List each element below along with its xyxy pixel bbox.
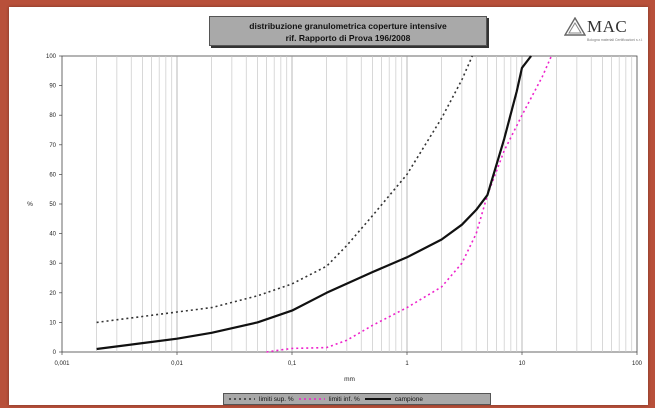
legend-label-limiti-sup: limiti sup. %: [259, 395, 294, 403]
x-tick-label: 0,01: [171, 361, 183, 367]
x-tick-label: 0,1: [288, 361, 297, 367]
logo-subtitle: Bologna materiali Certificazioni s.r.l.: [587, 38, 643, 42]
y-axis-title: %: [27, 201, 33, 208]
legend-item-limiti-inf: limiti inf. %: [298, 396, 360, 403]
legend-label-limiti-inf: limiti inf. %: [328, 395, 360, 403]
x-tick-label: 0,001: [54, 361, 70, 367]
plot-area: [61, 55, 638, 353]
chart-legend: limiti sup. % limiti inf. % campione: [223, 393, 491, 405]
series-campione-line: [96, 55, 532, 351]
legend-item-campione: campione: [364, 396, 423, 403]
series-limiti-inf-line: [266, 55, 553, 353]
y-tick-label: 10: [49, 320, 56, 326]
chart-title-line2: rif. Rapporto di Prova 196/2008: [285, 33, 411, 43]
mac-logo: MAC Bologna materiali Certificazioni s.r…: [564, 15, 646, 45]
x-tick-label: 100: [632, 361, 643, 367]
logo-triangle-icon: [564, 17, 586, 36]
logo-text: MAC: [587, 17, 628, 36]
chart-svg: 0 10 20 30 40 50 60 70 80 90 100 0,001 0,01 0,1 1 10 100…: [27, 54, 643, 383]
y-tick-label: 30: [49, 261, 56, 267]
y-tick-label: 40: [49, 232, 56, 238]
legend-swatch-limiti-inf: [298, 398, 325, 400]
chart-title-box: distribuzione granulometrica coperture i…: [209, 16, 487, 46]
legend-item-limiti-sup: limiti sup. %: [228, 396, 294, 403]
x-tick-label: 1: [405, 361, 409, 367]
series-limiti-sup-line: [96, 55, 474, 324]
y-tick-label: 70: [49, 143, 56, 149]
y-tick-label: 90: [49, 84, 56, 90]
x-tick-label: 10: [519, 361, 526, 367]
chart-panel: 0 10 20 30 40 50 60 70 80 90 100 0,001 0,01 0,1 1 10 100…: [9, 7, 648, 405]
legend-swatch-limiti-sup: [229, 398, 255, 400]
x-axis-title: mm: [344, 376, 355, 383]
y-tick-label: 60: [49, 172, 56, 178]
y-tick-label: 20: [49, 291, 56, 297]
y-tick-label: 100: [46, 54, 57, 60]
legend-label-campione: campione: [394, 395, 423, 403]
y-tick-label: 50: [49, 202, 56, 208]
legend-swatch-campione: [364, 398, 391, 400]
y-tick-label: 0: [53, 350, 57, 356]
chart-title-line1: distribuzione granulometrica coperture i…: [249, 21, 447, 31]
y-tick-label: 80: [49, 113, 56, 119]
